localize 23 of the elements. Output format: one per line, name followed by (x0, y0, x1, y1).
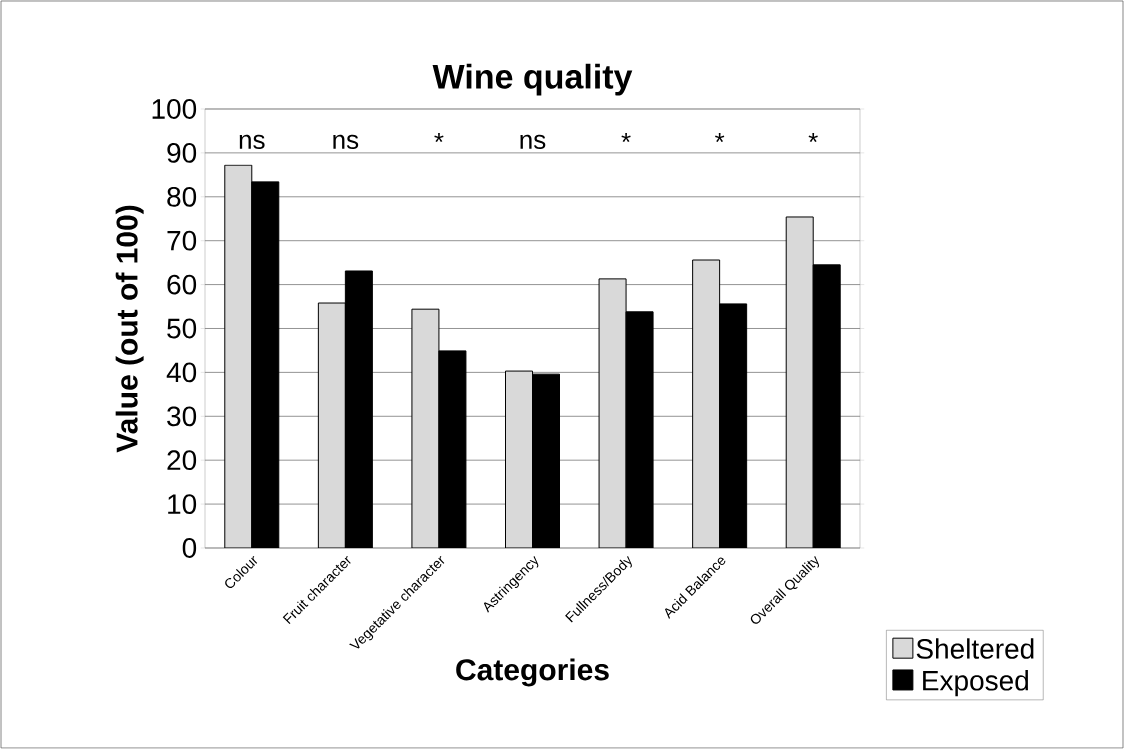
y-tick-label: 70 (167, 230, 197, 251)
y-tick-label: 0 (182, 538, 197, 558)
annotation: * (715, 132, 725, 143)
annotation: * (808, 132, 818, 143)
y-tick-label: 60 (167, 274, 197, 295)
legend-label: Exposed (923, 670, 1028, 697)
annotation: * (621, 132, 631, 143)
annotation: ns (239, 134, 265, 150)
annotation: ns (520, 134, 546, 150)
y-tick-label: 100 (152, 99, 197, 119)
y-axis-title: Value (out of 100) (115, 205, 144, 453)
y-tick-label: 20 (167, 450, 197, 471)
annotation: * (434, 132, 444, 143)
y-tick-label: 10 (168, 494, 197, 514)
y-tick-label: 40 (166, 362, 197, 383)
annotation: ns (333, 134, 359, 150)
legend-label: Sheltered (916, 638, 1034, 659)
y-tick-label: 50 (167, 318, 197, 339)
y-tick-label: 30 (167, 406, 197, 427)
chart-title: Wine quality (432, 63, 633, 96)
y-tick-label: 90 (167, 142, 197, 163)
x-axis-title: Categories (456, 658, 609, 687)
y-tick-label: 80 (167, 186, 197, 207)
